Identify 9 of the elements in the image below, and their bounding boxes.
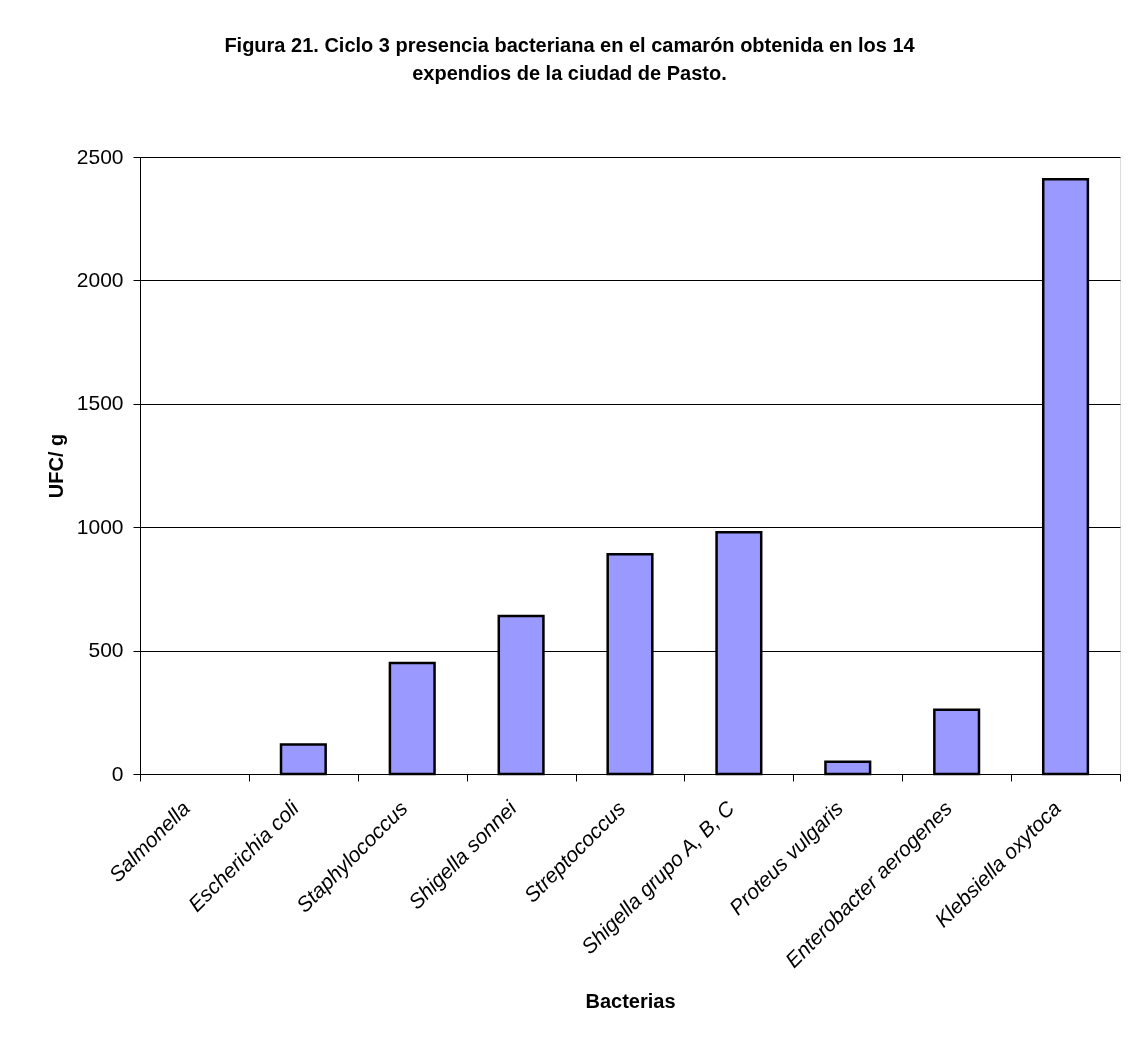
x-axis-title: Bacterias [585, 989, 676, 1012]
y-tick-label: 500 [88, 638, 124, 662]
chart-title: Figura 21. Ciclo 3 presencia bacteriana en el camarón obtenida en los 14 expendios de la ciudad de Pasto. [224, 34, 916, 84]
y-tick-label: 0 [111, 761, 124, 785]
y-axis-title: UFC/ g [44, 433, 67, 499]
y-tick-label: 2000 [76, 267, 124, 291]
y-tick-label: 1000 [76, 514, 124, 538]
y-tick-label: 1500 [76, 391, 124, 415]
y-tick-label: 2500 [76, 144, 124, 168]
